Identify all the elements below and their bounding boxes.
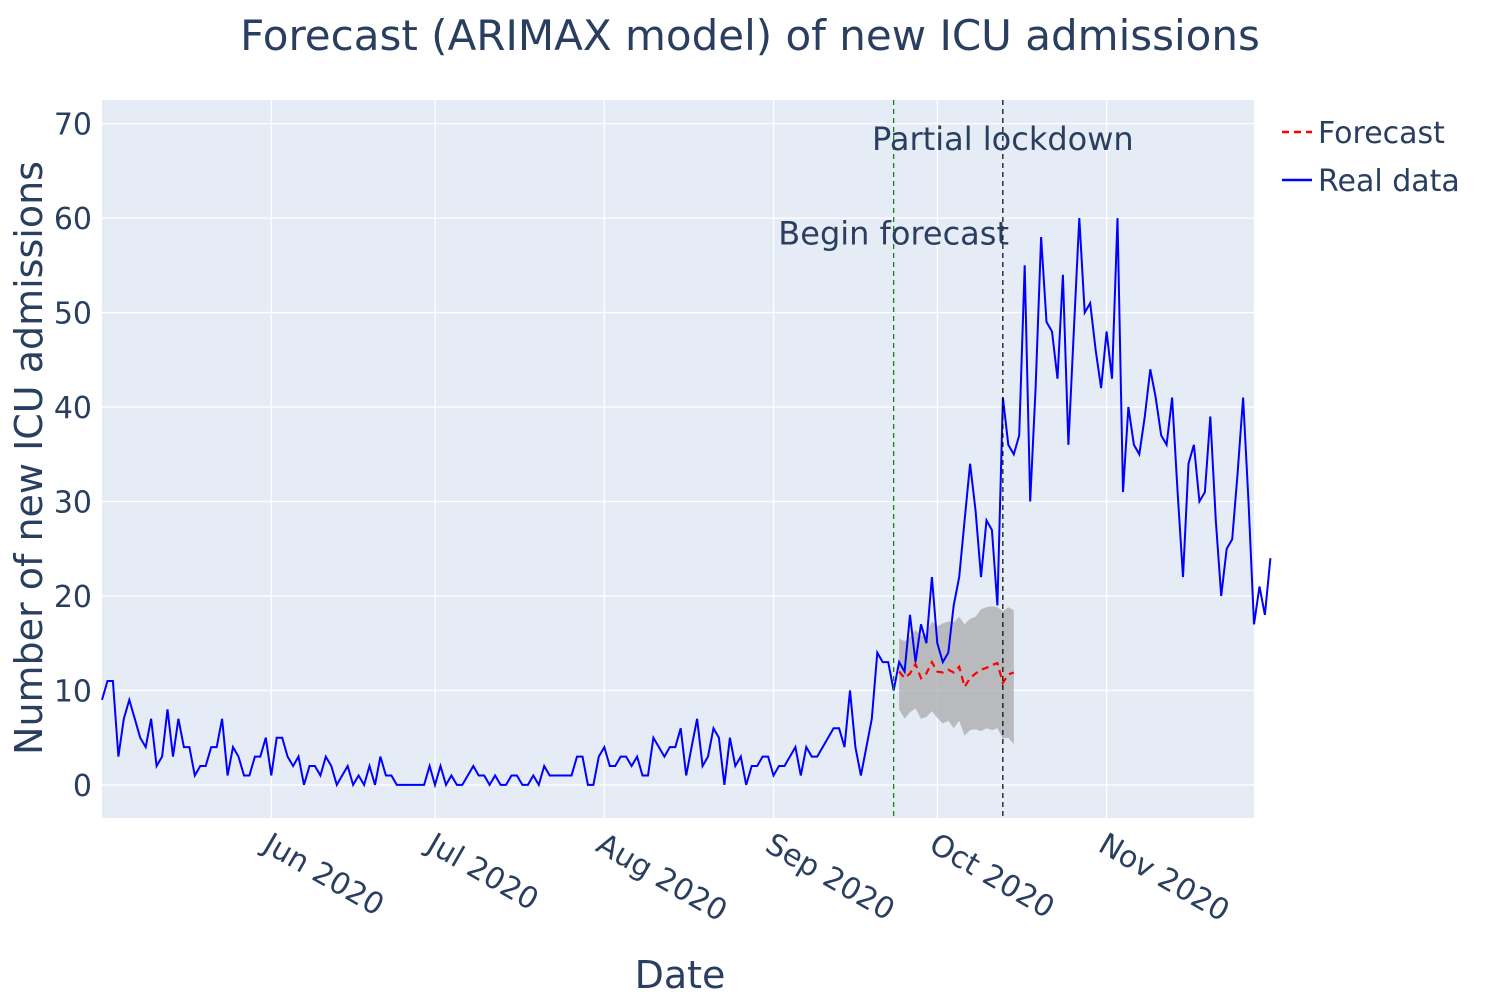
y-tick-label: 10 [54,674,92,709]
x-tick-label: Sep 2020 [760,827,901,929]
annotation-label-1: Partial lockdown [872,120,1134,158]
y-tick-label: 30 [54,486,92,521]
y-tick-label: 20 [54,580,92,615]
legend-label-0: Forecast [1318,116,1445,151]
annotation-label-0: Begin forecast [778,214,1009,252]
y-tick-labels: 0 10 20 30 40 50 60 70 [54,108,92,804]
y-tick-label: 50 [54,297,92,332]
forecast-confidence-band [899,606,1014,745]
x-tick-label: Nov 2020 [1093,827,1236,930]
forecast-line [898,659,1015,690]
y-gridlines [102,122,1254,786]
y-axis-title: Number of new ICU admissions [7,161,51,755]
plot-background [102,100,1254,818]
legend: Forecast Real data [1282,116,1460,199]
x-tick-labels: Jun 2020 Jul 2020 Aug 2020 Sep 2020 Oct 2020… [256,826,1236,930]
x-tick-label: Jul 2020 [419,826,544,918]
annotation-labels: Begin forecast Partial lockdown [778,120,1133,252]
x-tick-label: Jun 2020 [256,826,390,924]
y-tick-label: 40 [54,391,92,426]
x-tick-label: Aug 2020 [590,827,733,930]
real-data-line [101,218,1272,789]
legend-label-1: Real data [1318,164,1460,199]
chart-title: Forecast (ARIMAX model) of new ICU admis… [240,11,1260,60]
y-tick-label: 70 [54,108,92,143]
y-tick-label: 60 [54,202,92,237]
x-tick-label: Oct 2020 [923,827,1060,926]
annotation-lines [893,100,1004,818]
x-axis-title: Date [635,953,726,997]
y-tick-label: 0 [73,769,92,804]
